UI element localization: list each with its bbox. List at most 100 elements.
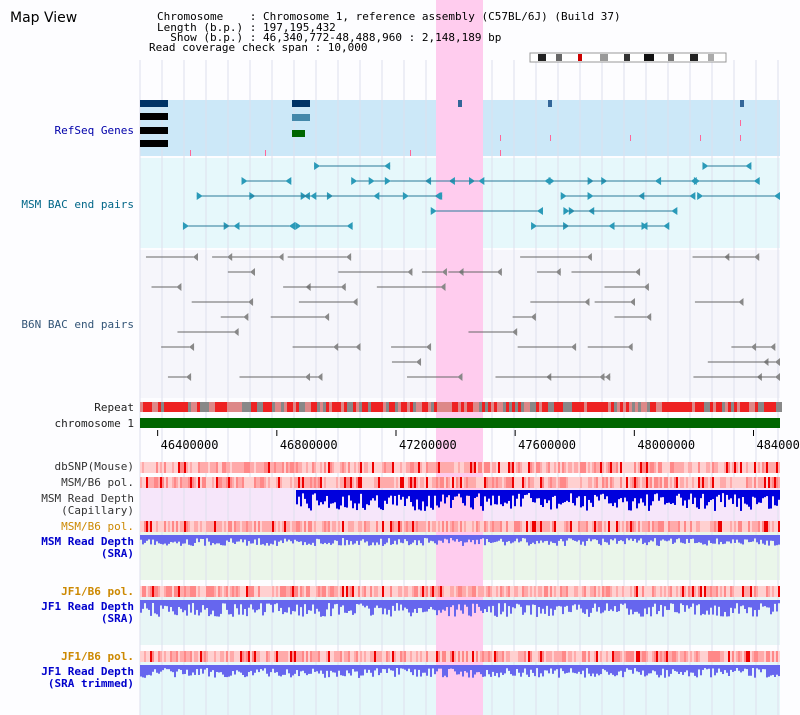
jf1-trim-depth-bar — [296, 665, 298, 671]
msm-b6-pol-heat — [672, 477, 674, 488]
repeat-segment — [587, 402, 590, 412]
jf1-b6-pol-heat-2 — [632, 651, 634, 662]
jf1-read-depth-sra-label[interactable]: JF1 Read Depth — [41, 600, 134, 613]
dbsnp-heat — [390, 462, 392, 473]
jf1-b6-pol-heat — [314, 586, 316, 597]
msm-read-depth-sra-label[interactable]: MSM Read Depth — [41, 535, 134, 548]
chromosome-info: Chromosome : Chromosome 1, reference ass… — [157, 10, 621, 23]
jf1-b6-pol-heat-2 — [612, 651, 614, 662]
msm-b6-pol-heat — [494, 477, 496, 488]
jf1-b6-pol-heat-2 — [606, 651, 608, 662]
msm-sra-depth-bar — [382, 535, 384, 546]
trimmed-sublabel: (SRA trimmed) — [47, 677, 134, 690]
jf1-sra-depth-bar — [366, 600, 368, 606]
jf1-sra-depth-bar — [684, 600, 686, 612]
msm-b6-pol-heat — [616, 477, 618, 488]
dbsnp-heat — [692, 462, 694, 473]
jf1-b6-pol-heat-2 — [628, 651, 630, 662]
jf1-b6-pol-heat-2 — [394, 651, 396, 662]
jf1-b6-pol-label-2[interactable]: JF1/B6 pol. — [61, 650, 134, 663]
capillary-depth-bar — [518, 490, 520, 494]
msm-bac-label[interactable]: MSM BAC end pairs — [21, 198, 134, 211]
jf1-b6-pol-heat-2 — [768, 651, 770, 662]
dbsnp-label[interactable]: dbSNP(Mouse) — [54, 460, 134, 473]
jf1-trim-depth-bar — [494, 665, 496, 676]
jf1-b6-pol-label-1[interactable]: JF1/B6 pol. — [61, 585, 134, 598]
msm-sra-depth-bar — [560, 535, 562, 539]
msm-b6-pol-heat-2 — [372, 521, 374, 532]
msm-b6-pol-heat — [402, 477, 404, 488]
jf1-sra-depth-bar — [342, 600, 344, 606]
jf1-b6-pol-heat — [722, 586, 724, 597]
dbsnp-heat — [394, 462, 396, 473]
msm-b6-pol-heat-2 — [410, 521, 412, 532]
msm-b6-pol-heat — [660, 477, 662, 488]
jf1-b6-pol-heat — [276, 586, 278, 597]
jf1-trim-depth-bar — [666, 665, 668, 671]
jf1-sra-depth-bar — [582, 600, 584, 613]
dbsnp-heat — [566, 462, 568, 473]
capillary-depth-bar — [562, 490, 564, 503]
msm-sra-depth-bar — [276, 535, 278, 546]
dbsnp-heat — [718, 462, 720, 473]
b6n-bac-label[interactable]: B6N BAC end pairs — [21, 318, 134, 331]
dbsnp-heat — [736, 462, 738, 473]
msm-read-depth-capillary-label[interactable]: MSM Read Depth — [41, 492, 134, 505]
jf1-b6-pol-heat-2 — [652, 651, 654, 662]
refseq-genes-label[interactable]: RefSeq Genes — [54, 124, 134, 137]
capillary-depth-bar — [522, 490, 524, 499]
jf1-sra-depth-bar — [624, 600, 626, 604]
jf1-b6-pol-heat — [468, 586, 470, 597]
capillary-depth-bar — [416, 490, 418, 500]
jf1-b6-pol-heat-2 — [620, 651, 622, 662]
jf1-trim-depth-bar — [580, 665, 582, 675]
msm-b6-pol-heat-2 — [156, 521, 158, 532]
msm-b6-pol-heat — [472, 477, 474, 488]
jf1-b6-pol-heat-2 — [676, 651, 678, 662]
jf1-b6-pol-heat-2 — [452, 651, 454, 662]
jf1-sra-depth-bar — [712, 600, 714, 615]
msm-b6-pol-heat — [306, 477, 308, 488]
dbsnp-heat — [498, 462, 500, 473]
jf1-sra-depth-bar — [758, 600, 760, 610]
jf1-b6-pol-heat — [696, 586, 698, 597]
jf1-sra-depth-bar — [772, 600, 774, 612]
jf1-b6-pol-heat — [168, 586, 170, 597]
jf1-b6-pol-heat-2 — [566, 651, 568, 662]
repeat-segment — [194, 402, 197, 412]
jf1-trim-depth-bar — [338, 665, 340, 671]
jf1-trim-depth-bar — [710, 665, 712, 678]
msm-bac-end — [295, 222, 302, 230]
dbsnp-heat — [494, 462, 496, 473]
capillary-depth-bar — [638, 490, 640, 504]
jf1-sra-depth-bar — [630, 600, 632, 610]
dbsnp-heat — [496, 462, 498, 473]
msm-b6-pol-heat — [220, 477, 222, 488]
jf1-read-depth-trimmed-label[interactable]: JF1 Read Depth — [41, 665, 134, 678]
capillary-depth-bar — [364, 490, 366, 510]
msm-b6-pol-heat — [304, 477, 306, 488]
jf1-sra-depth-bar — [446, 600, 448, 608]
msm-sra-depth-bar — [404, 535, 406, 540]
msm-b6-pol-label-1[interactable]: MSM/B6 pol. — [61, 476, 134, 489]
jf1-sra-depth-bar — [340, 600, 342, 607]
jf1-b6-pol-heat — [240, 586, 242, 597]
jf1-sra-depth-bar — [148, 600, 150, 610]
capillary-depth-bar — [650, 490, 652, 506]
jf1-trim-depth-bar — [346, 665, 348, 671]
jf1-b6-pol-heat-2 — [680, 651, 682, 662]
msm-bac-end — [182, 222, 189, 230]
msm-b6-pol-heat — [200, 477, 202, 488]
jf1-trim-depth-bar — [510, 665, 512, 675]
jf1-trim-depth-bar — [216, 665, 218, 672]
jf1-trim-depth-bar — [542, 665, 544, 677]
dbsnp-heat — [714, 462, 716, 473]
msm-b6-pol-heat — [646, 477, 648, 488]
dbsnp-heat — [430, 462, 432, 473]
msm-b6-pol-label-2[interactable]: MSM/B6 pol. — [61, 520, 134, 533]
jf1-b6-pol-heat — [498, 586, 500, 597]
msm-b6-pol-heat — [422, 477, 424, 488]
msm-b6-pol-heat — [572, 477, 574, 488]
jf1-sra-depth-bar — [374, 600, 376, 608]
